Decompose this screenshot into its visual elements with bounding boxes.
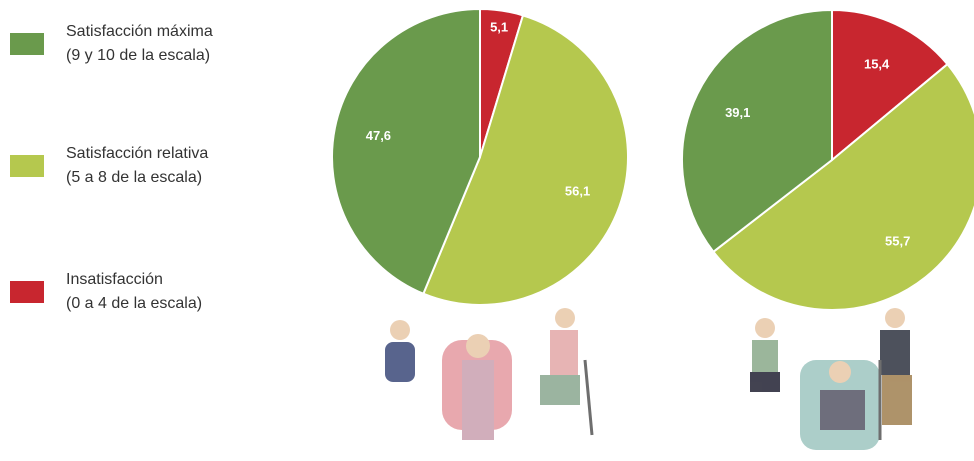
legend-entry: Satisfacción relativa (5 a 8 de la escal… [10, 142, 208, 190]
legend-label: Insatisfacción (0 a 4 de la escala) [66, 271, 203, 312]
legend-entry: Insatisfacción (0 a 4 de la escala) [10, 268, 202, 316]
pie-slice [331, 7, 481, 296]
data-label: 56,1 [565, 183, 590, 198]
data-label: 5,1 [490, 20, 508, 35]
illustration [385, 308, 912, 450]
legend-swatch [10, 33, 44, 55]
pie-slice [422, 14, 629, 306]
data-label: 15,4 [864, 56, 890, 71]
data-label: 55,7 [885, 233, 910, 248]
legend-swatch [10, 155, 44, 177]
pie-slice [681, 8, 833, 254]
legend-swatch [10, 281, 44, 303]
pie-slice [831, 8, 949, 163]
data-label: 47,6 [366, 128, 391, 143]
legend-entry: Satisfacción máxima (9 y 10 de la escala… [10, 20, 213, 68]
legend-label: Satisfacción máxima (9 y 10 de la escala… [66, 23, 213, 64]
data-label: 39,1 [725, 105, 750, 120]
pie-slice [711, 62, 974, 311]
legend-label: Satisfacción relativa (5 a 8 de la escal… [66, 145, 209, 186]
